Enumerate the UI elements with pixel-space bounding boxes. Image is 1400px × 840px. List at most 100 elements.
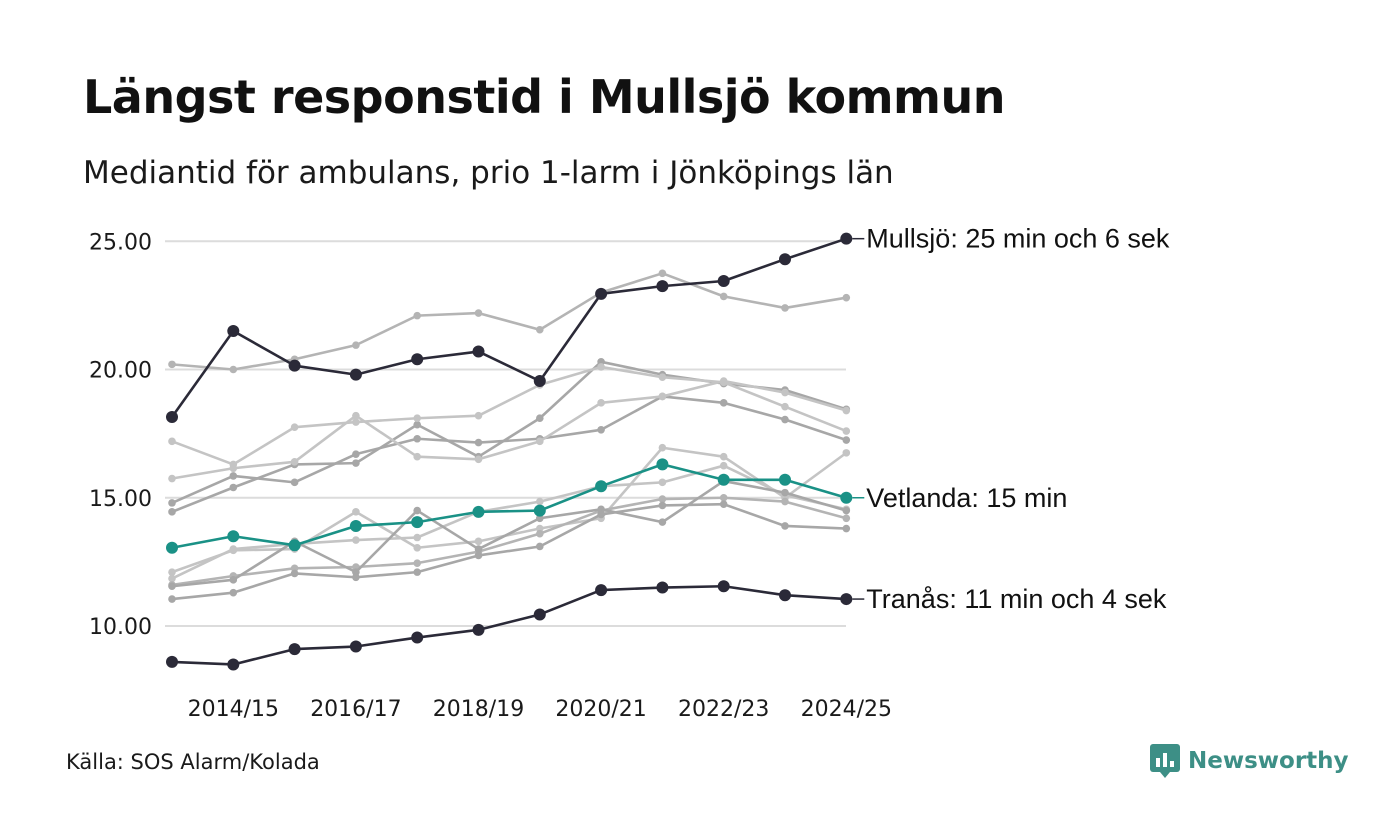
data-point bbox=[842, 427, 851, 435]
data-point bbox=[288, 359, 301, 372]
data-point bbox=[658, 478, 667, 487]
data-point bbox=[658, 392, 667, 401]
data-point bbox=[536, 497, 544, 506]
chart-title: Längst responstid i Mullsjö kommun bbox=[83, 70, 1005, 124]
data-point bbox=[781, 304, 789, 312]
data-point bbox=[168, 437, 176, 446]
data-point bbox=[842, 436, 851, 444]
data-point bbox=[352, 411, 360, 420]
data-point bbox=[595, 287, 608, 300]
data-point bbox=[595, 584, 608, 597]
data-point bbox=[781, 522, 789, 530]
data-point bbox=[413, 452, 422, 461]
source-note: Källa: SOS Alarm/Kolada bbox=[66, 750, 320, 774]
data-point bbox=[658, 269, 667, 278]
data-point bbox=[411, 516, 424, 529]
data-point bbox=[168, 568, 176, 576]
data-point bbox=[166, 655, 178, 668]
data-point bbox=[717, 275, 730, 288]
series-line bbox=[171, 502, 847, 601]
data-point bbox=[474, 455, 483, 464]
data-point bbox=[168, 574, 176, 583]
data-point bbox=[840, 593, 853, 606]
data-point bbox=[229, 545, 238, 553]
data-point bbox=[658, 443, 667, 452]
data-point bbox=[474, 309, 483, 317]
data-point bbox=[413, 420, 422, 429]
data-point bbox=[168, 360, 176, 369]
data-point bbox=[229, 576, 238, 584]
data-point bbox=[597, 399, 605, 407]
data-point bbox=[474, 438, 483, 447]
data-point bbox=[229, 588, 238, 597]
data-point bbox=[413, 559, 422, 567]
series-line bbox=[171, 464, 847, 580]
data-point bbox=[349, 640, 362, 653]
data-point bbox=[597, 425, 605, 434]
x-tick-label: 2022/23 bbox=[678, 697, 769, 722]
data-point bbox=[413, 434, 422, 443]
series-line bbox=[171, 463, 847, 550]
data-point bbox=[842, 524, 851, 533]
x-tick-label: 2020/21 bbox=[555, 697, 646, 722]
data-point bbox=[536, 514, 544, 523]
data-point bbox=[290, 478, 299, 487]
x-tick-label: 2016/17 bbox=[310, 697, 401, 722]
series-line bbox=[171, 360, 847, 514]
data-point bbox=[290, 423, 299, 432]
data-point bbox=[227, 658, 240, 671]
data-point bbox=[781, 488, 789, 497]
data-point bbox=[352, 450, 360, 458]
y-tick-label: 15.00 bbox=[89, 487, 152, 512]
data-point bbox=[352, 536, 360, 544]
data-point bbox=[717, 580, 730, 593]
data-point bbox=[411, 353, 424, 366]
data-point bbox=[781, 388, 789, 397]
data-point bbox=[779, 589, 791, 602]
data-point bbox=[352, 459, 360, 467]
data-point bbox=[658, 518, 667, 526]
data-point bbox=[719, 493, 728, 502]
data-point bbox=[288, 539, 301, 552]
data-point bbox=[227, 325, 240, 338]
data-point bbox=[168, 474, 176, 483]
data-point bbox=[842, 406, 851, 415]
data-point bbox=[779, 473, 791, 486]
data-point bbox=[349, 519, 362, 532]
data-point bbox=[352, 573, 360, 582]
series-line bbox=[171, 365, 847, 466]
data-point bbox=[536, 529, 544, 538]
data-point bbox=[536, 325, 544, 334]
data-point bbox=[227, 530, 240, 543]
data-point bbox=[474, 551, 483, 560]
data-point bbox=[352, 418, 360, 426]
data-point bbox=[842, 293, 851, 302]
data-point bbox=[781, 497, 789, 506]
data-point bbox=[595, 480, 608, 493]
data-point bbox=[533, 504, 546, 517]
data-point bbox=[229, 472, 238, 480]
data-point bbox=[717, 473, 730, 486]
data-point bbox=[288, 643, 301, 656]
x-tick-label: 2018/19 bbox=[433, 697, 524, 722]
data-point bbox=[413, 506, 422, 515]
data-point bbox=[411, 631, 424, 644]
data-point bbox=[166, 410, 178, 423]
x-tick-label: 2014/15 bbox=[188, 697, 279, 722]
series-line bbox=[171, 272, 847, 371]
data-point bbox=[597, 510, 605, 519]
data-point bbox=[474, 411, 483, 420]
data-point bbox=[840, 232, 853, 245]
data-point bbox=[413, 543, 422, 552]
data-point bbox=[472, 623, 485, 636]
data-point bbox=[779, 253, 791, 266]
series-label: Tranås: 11 min och 4 sek bbox=[866, 584, 1167, 614]
data-point bbox=[719, 377, 728, 385]
data-point bbox=[168, 582, 176, 591]
y-tick-label: 25.00 bbox=[89, 230, 152, 255]
brand-name: Newsworthy bbox=[1188, 748, 1349, 774]
data-point bbox=[472, 345, 485, 358]
brand: Newsworthy bbox=[1150, 744, 1349, 778]
data-point bbox=[597, 363, 605, 371]
data-point bbox=[533, 608, 546, 621]
